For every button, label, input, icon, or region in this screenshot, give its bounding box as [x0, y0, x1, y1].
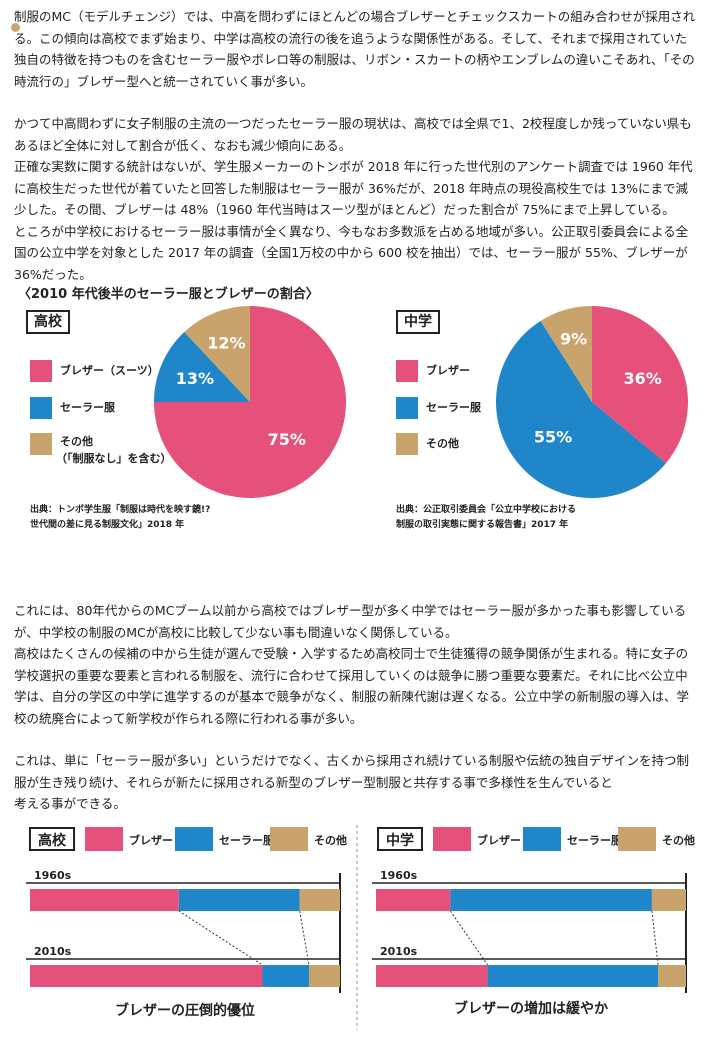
- legend-jhs-other-label: その他: [426, 437, 459, 450]
- bar-jhs-bar-1-2: [658, 965, 686, 987]
- pie-jhs-label-1: 55%: [534, 427, 572, 446]
- source-hs-line-1: 出典：トンボ学生服「制服は時代を映す鏡!?: [30, 505, 211, 515]
- body-paragraph-2: 高校はたくさんの候補の中から生徒が選んで受験・入学するため高校同士で生徒獲得の競…: [14, 646, 690, 726]
- bar-hs-legend-label-0: ブレザー: [129, 833, 173, 847]
- intro-paragraph-1: 制服のMC（モデルチェンジ）では、中高を問わずにほとんどの場合ブレザーとチェック…: [14, 9, 696, 89]
- legend-jhs-blazer-swatch: [396, 360, 418, 382]
- pie-hs-label-0: 75%: [268, 430, 306, 449]
- bar-jhs-bar-1-0: [376, 965, 488, 987]
- intro-text: 制服のMC（モデルチェンジ）では、中高を問わずにほとんどの場合ブレザーとチェック…: [11, 6, 698, 285]
- bar-hs-title: 高校: [38, 832, 67, 849]
- legend-jhs-other-swatch: [396, 433, 418, 455]
- bar-jhs-legend-swatch-1: [523, 827, 561, 851]
- intro-paragraph-3: 正確な実数に関する統計はないが、学生服メーカーのトンボが 2018 年に行った世…: [14, 159, 693, 217]
- source-hs: 出典：トンボ学生服「制服は時代を映す鏡!? 世代間の差に見る制服文化」2018 …: [30, 503, 210, 533]
- caption-hs: ブレザーの圧倒的優位: [115, 1003, 255, 1019]
- pie-jhs-label-2: 9%: [560, 330, 587, 349]
- body-paragraph-4: 考える事ができる。: [14, 796, 126, 811]
- bar-hs-legend-swatch-0: [85, 827, 123, 851]
- pie-hs-label-1: 13%: [176, 369, 214, 388]
- source-jhs-line-1: 出典：公正取引委員会「公立中学校における: [396, 505, 577, 515]
- bar-jhs-connector-0: [449, 910, 489, 966]
- intro-paragraph-4: ところが中学校におけるセーラー服は事情が全く異なり、今もなお多数派を占める地域が…: [14, 223, 689, 282]
- bar-hs-bar-1-2: [309, 965, 340, 987]
- bar-jhs-legend-label-1: セーラー服: [567, 834, 623, 847]
- legend-jhs-sailor-swatch: [396, 397, 418, 419]
- bar-hs-bar-0-2: [299, 889, 340, 911]
- source-jhs: 出典：公正取引委員会「公立中学校における 制服の取引実態に関する報告書」2017…: [396, 503, 576, 533]
- pie-jhs-slice-2: [540, 306, 592, 402]
- body-paragraph-3: これは、単に「セーラー服が多い」というだけでなく、古くから採用され続けている制服…: [14, 753, 690, 790]
- bar-jhs-year-1: 2010s: [380, 945, 418, 958]
- legend-jhs-blazer-label: ブレザー: [426, 364, 470, 377]
- bullet-dot: [11, 23, 20, 32]
- pie-chart-hs: 75% 13% 12%: [154, 306, 346, 498]
- pie-hs-slice-2: [184, 306, 250, 402]
- bar-jhs-bar-0-1: [450, 889, 652, 911]
- pie-jhs-slice-1: [496, 320, 666, 498]
- bar-charts: 高校 ブレザー セーラー服 その他 1960s 2010s 中学 ブレザー セーラー服 その他 19…: [26, 825, 695, 1030]
- bar-jhs-legend-label-0: ブレザー: [477, 833, 521, 847]
- bar-hs-bar-0-0: [30, 889, 179, 911]
- legend-other-label: その他: [60, 435, 93, 448]
- bar-jhs-legend-swatch-0: [433, 827, 471, 851]
- bar-hs-bar-0-1: [178, 889, 300, 911]
- bar-hs-title-box: [29, 827, 75, 851]
- pie-hs-label-2: 12%: [207, 333, 245, 352]
- pie-hs-slice-1: [154, 332, 250, 402]
- bar-jhs-legend-label-2: その他: [662, 833, 695, 847]
- bar-jhs-bar-0-2: [651, 889, 686, 911]
- bar-jhs-bar-0-0: [376, 889, 451, 911]
- bar-hs-year-1: 2010s: [34, 945, 72, 958]
- bar-hs-year-0: 1960s: [34, 869, 72, 882]
- bar-hs-bar-1-0: [30, 965, 263, 987]
- legend-other-swatch: [30, 433, 52, 455]
- pie-chart-section-title: 〈2010 年代後半のセーラー服とブレザーの割合〉: [18, 287, 319, 302]
- bar-hs-connector-0: [178, 910, 263, 966]
- bar-hs-bar-1-1: [262, 965, 309, 987]
- legend-other-note: （「制服なし」を含む）: [56, 452, 172, 465]
- caption-jhs: ブレザーの増加は緩やか: [454, 1001, 608, 1017]
- bar-jhs-connector-1: [651, 910, 659, 966]
- legend-sailor-swatch: [30, 397, 52, 419]
- pie-jhs-label-0: 36%: [624, 369, 662, 388]
- bar-hs-legend-label-2: その他: [314, 833, 347, 847]
- bar-hs-legend-label-1: セーラー服: [219, 834, 275, 847]
- pie-jhs-label: 中学: [396, 310, 440, 334]
- body-paragraph-1: これには、80年代からのMCブーム以前から高校ではブレザー型が多く中学ではセーラ…: [14, 603, 687, 640]
- body-text: これには、80年代からのMCブーム以前から高校ではブレザー型が多く中学ではセーラ…: [14, 600, 698, 815]
- legend-sailor-label: セーラー服: [60, 401, 115, 414]
- bar-hs-legend-swatch-1: [175, 827, 213, 851]
- intro-paragraph-2: かつて中高問わずに女子制服の主流の一つだったセーラー服の現状は、高校では全県で1…: [14, 116, 692, 153]
- bar-hs-legend-swatch-2: [270, 827, 308, 851]
- bar-jhs-title-box: [377, 827, 423, 851]
- legend-jhs-sailor-label: セーラー服: [426, 401, 481, 414]
- legend-blazer-swatch: [30, 360, 52, 382]
- pie-chart-jhs: 36% 55% 9%: [496, 306, 688, 498]
- pie-jhs-slice-0: [592, 306, 688, 464]
- bar-jhs-legend-swatch-2: [618, 827, 656, 851]
- bar-hs-connector-1: [299, 910, 310, 966]
- bar-jhs-title: 中学: [386, 832, 414, 849]
- bar-jhs-year-0: 1960s: [380, 869, 418, 882]
- source-jhs-line-2: 制服の取引実態に関する報告書」2017 年: [396, 520, 569, 530]
- legend-blazer-label: ブレザー（スーツ）: [60, 364, 159, 377]
- pie-hs-label: 高校: [26, 310, 70, 334]
- source-hs-line-2: 世代間の差に見る制服文化」2018 年: [30, 520, 185, 530]
- bar-jhs-bar-1-1: [487, 965, 659, 987]
